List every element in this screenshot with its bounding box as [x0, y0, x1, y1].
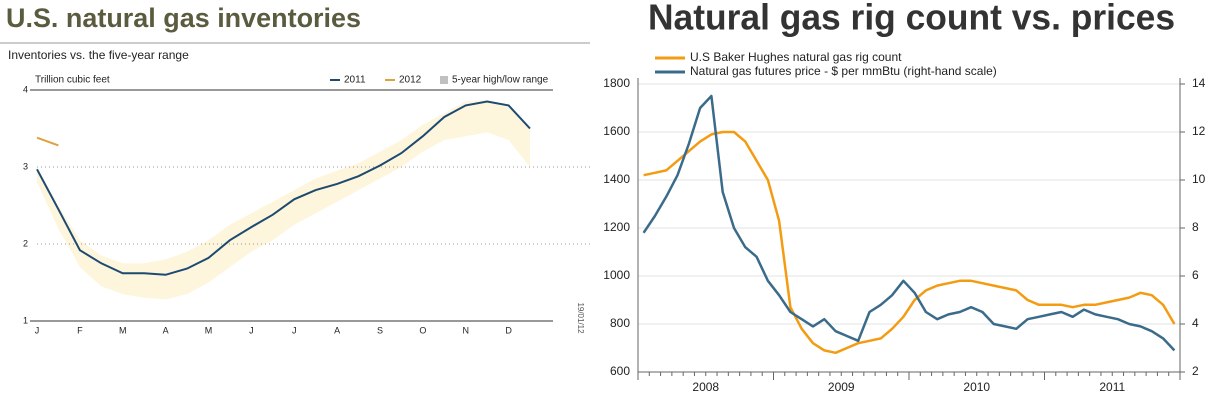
y-tick-label: 1200 — [603, 220, 630, 234]
x-tick-label: N — [462, 325, 469, 335]
x-tick-label: 2010 — [963, 380, 990, 394]
x-tick-label: O — [419, 325, 426, 335]
x-tick-label: M — [205, 325, 213, 335]
y-tick-label: 1600 — [603, 124, 630, 138]
x-tick-label: A — [334, 325, 340, 335]
x-tick-label: S — [377, 325, 383, 335]
y2-tick-label: 2 — [1192, 364, 1199, 378]
legend-label: 2012 — [399, 75, 422, 86]
x-tick-label: A — [163, 325, 169, 335]
date-note: 19/01/12 — [576, 302, 585, 334]
legend-label: 2011 — [344, 75, 366, 86]
y-axis-label: Trillion cubic feet — [35, 75, 110, 86]
y2-tick-label: 8 — [1192, 220, 1199, 234]
x-tick-label: J — [292, 325, 297, 335]
y-tick-label: 4 — [23, 84, 28, 94]
y2-tick-label: 12 — [1192, 124, 1206, 138]
line — [36, 136, 59, 147]
y-tick-label: 3 — [23, 161, 28, 171]
line — [36, 100, 531, 276]
y-tick-label: 600 — [610, 364, 630, 378]
y2-tick-label: 10 — [1192, 172, 1206, 186]
chart-title: Natural gas rig count vs. prices — [648, 0, 1175, 38]
y-tick-label: 1 — [23, 315, 28, 325]
x-tick-label: F — [77, 325, 83, 335]
y2-tick-label: 14 — [1192, 76, 1206, 90]
chart-title: U.S. natural gas inventories — [6, 3, 361, 33]
x-tick-label: D — [505, 325, 512, 335]
y-tick-label: 2 — [23, 238, 28, 248]
line — [642, 94, 1176, 352]
y2-tick-label: 6 — [1192, 268, 1199, 282]
y-tick-label: 1400 — [603, 172, 630, 186]
x-tick-label: 2009 — [828, 380, 855, 394]
legend-swatch — [440, 76, 448, 84]
x-tick-label: J — [249, 325, 254, 335]
y-tick-label: 1800 — [603, 76, 630, 90]
x-tick-label: M — [119, 325, 127, 335]
x-tick-label: 2011 — [1099, 380, 1125, 394]
x-tick-label: J — [35, 325, 40, 335]
chart-subtitle: Inventories vs. the five-year range — [8, 48, 189, 62]
y-tick-label: 800 — [610, 316, 630, 330]
y-tick-label: 1000 — [603, 268, 630, 282]
legend-label: Natural gas futures price - $ per mmBtu … — [690, 64, 997, 78]
x-tick-label: 2008 — [692, 380, 719, 394]
range-band — [37, 100, 530, 300]
line — [643, 130, 1176, 355]
legend-label: U.S Baker Hughes natural gas rig count — [690, 50, 902, 64]
y2-tick-label: 4 — [1192, 316, 1199, 330]
legend-label: 5-year high/low range — [452, 75, 549, 86]
